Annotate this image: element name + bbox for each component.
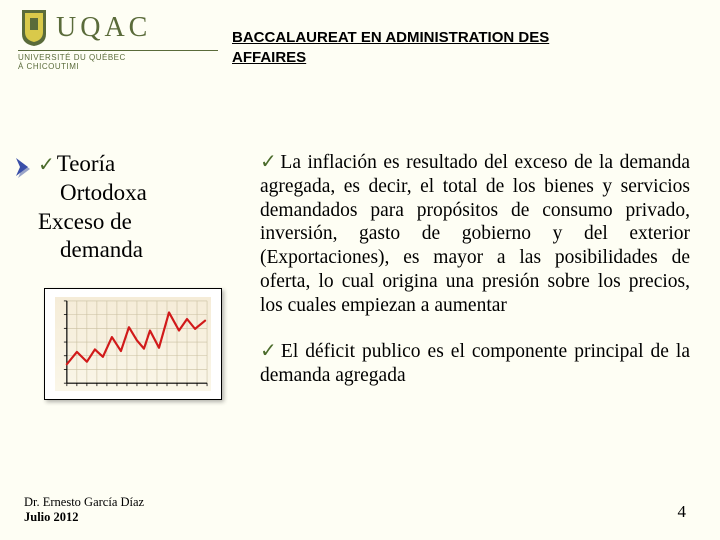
page-number: 4 bbox=[678, 502, 687, 522]
left-line-3: Exceso de bbox=[38, 209, 132, 234]
body-content: ✓La inflación es resultado del exceso de… bbox=[260, 150, 690, 410]
check-icon: ✓ bbox=[260, 151, 278, 173]
footer-date: Julio 2012 bbox=[24, 510, 79, 524]
paragraph-1: ✓La inflación es resultado del exceso de… bbox=[260, 150, 690, 317]
check-icon: ✓ bbox=[38, 154, 55, 176]
shield-icon bbox=[18, 8, 50, 48]
check-icon: ✓ bbox=[260, 340, 279, 362]
left-heading-block: ✓Teoría Ortodoxa Exceso de demanda bbox=[38, 150, 226, 265]
logo-sub-2: À CHICOUTIMI bbox=[18, 62, 218, 71]
p2-text: El déficit publico es el componente prin… bbox=[260, 341, 690, 386]
left-line-1: Teoría bbox=[57, 151, 115, 176]
university-logo: UQAC UNIVERSITÉ DU QUÉBEC À CHICOUTIMI bbox=[18, 8, 218, 71]
logo-acronym: UQAC bbox=[56, 12, 151, 44]
left-line-4: demanda bbox=[60, 237, 143, 262]
title-line-2: AFFAIRES bbox=[232, 49, 306, 66]
paragraph-2: ✓El déficit publico es el componente pri… bbox=[260, 339, 690, 388]
bullet-pointer-icon bbox=[14, 156, 32, 178]
p1-text: La inflación es resultado del exceso de … bbox=[260, 152, 690, 316]
title-line-1: BACCALAUREAT EN ADMINISTRATION DES bbox=[232, 29, 549, 46]
program-title: BACCALAUREAT EN ADMINISTRATION DES AFFAI… bbox=[232, 28, 549, 67]
footer-author: Dr. Ernesto García Díaz bbox=[24, 495, 144, 509]
line-chart bbox=[44, 288, 222, 400]
left-line-2: Ortodoxa bbox=[60, 180, 147, 205]
logo-sub-1: UNIVERSITÉ DU QUÉBEC bbox=[18, 53, 218, 62]
footer-author-block: Dr. Ernesto García Díaz Julio 2012 bbox=[24, 495, 144, 526]
chart-svg bbox=[55, 297, 211, 391]
